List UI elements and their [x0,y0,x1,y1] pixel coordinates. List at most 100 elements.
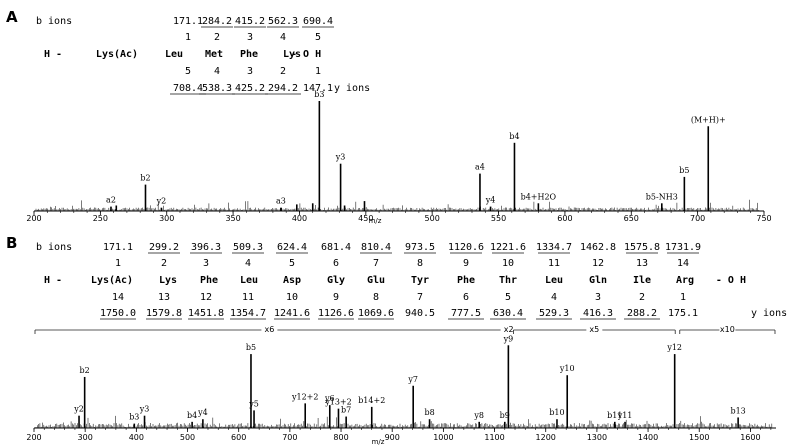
residue: Met [205,49,223,60]
b-ion-number: 2 [214,32,220,43]
residue: Leu [545,275,563,286]
peak-label: b2 [80,366,90,375]
y-ion-number: 9 [333,292,339,303]
b-ions-label: b ions [36,16,72,27]
peak-label: y3 [335,153,346,162]
residue: Phe [457,275,475,286]
residue: Phe [240,49,258,60]
peak-label: y2 [73,405,84,414]
b-ion-value: 973.5 [405,242,435,253]
b-ion-value: 690.4 [303,16,333,27]
magnification-label-bg [500,325,517,334]
baseline-noise [35,415,773,428]
y-ion-number: 3 [247,66,253,77]
y-ion-number: 4 [214,66,220,77]
sequence-suffix: - O H [291,49,321,60]
magnification-label: x5 [589,325,599,334]
x-tick-label: 1000 [433,433,453,442]
b-ion-value: 509.3 [233,242,263,253]
peak-label: a3 [276,197,286,206]
b-ion-number: 11 [548,258,560,269]
residue: Leu [165,49,183,60]
x-tick-label: 400 [292,214,307,223]
b-ion-number: 5 [315,32,321,43]
residue: Glu [367,275,385,286]
b-ion-number: 4 [280,32,286,43]
peak-label: b5 [246,343,256,352]
x-tick-label: 800 [333,433,348,442]
x-tick-label: 300 [78,433,93,442]
y-ion-number: 8 [373,292,379,303]
peak-label: b10 [549,408,564,417]
peak-label: b3 [129,413,139,422]
x-tick-label: 300 [159,214,174,223]
peak-label: y10 [559,364,575,373]
b-ion-value: 171.1 [103,242,133,253]
peak-label: b5-NH3 [646,192,678,201]
sequence-prefix: H - [44,49,62,60]
peak-label: y7 [407,375,418,384]
x-tick-label: 1600 [740,433,760,442]
x-tick-label: 600 [557,214,572,223]
peak-label: b9 [500,411,510,420]
peak-label: y5 [248,399,259,408]
peak-label: a2 [106,196,116,205]
residue: Tyr [411,275,429,286]
peak-label: y11 [617,411,633,420]
peak-label: y9 [503,334,514,343]
y-ion-value: 1451.8 [188,308,224,319]
magnification-label: x10 [720,325,735,334]
b-ion-value: 624.4 [277,242,307,253]
peak-label: y6 [324,394,335,403]
x-tick-label: 250 [93,214,108,223]
residue: Phe [200,275,218,286]
residue: Arg [676,275,694,286]
x-tick-label: 1300 [587,433,607,442]
y-ion-number: 13 [158,292,170,303]
x-tick-label: 650 [624,214,639,223]
y-ion-number: 2 [639,292,645,303]
magnification-label-bg [586,325,603,334]
peak-label: b5 [679,166,689,175]
peak-label: b4 [187,411,197,420]
magnification-label: x2 [504,325,514,334]
peak-label: y12 [666,343,682,352]
y-ions-label: y ions [751,308,787,319]
magnification-label-bg [261,325,278,334]
b-ion-value: 1575.8 [624,242,660,253]
y-ion-number: 5 [185,66,191,77]
y-ion-number: 11 [242,292,254,303]
b-ion-number: 13 [636,258,648,269]
residue: Lys [283,49,301,60]
panel-label: B [6,234,17,252]
y-ion-number: 5 [505,292,511,303]
b-ion-number: 8 [417,258,423,269]
b-ion-value: 299.2 [149,242,179,253]
b-ion-number: 9 [463,258,469,269]
b-ion-value: 1334.7 [536,242,572,253]
x-tick-label: 700 [690,214,705,223]
b-ion-number: 14 [677,258,689,269]
residue: Lys [159,275,177,286]
y-ion-value: 1750.0 [100,308,136,319]
y-ion-value: 416.3 [583,308,613,319]
peak-label: y8 [473,411,484,420]
residue: Gln [589,275,607,286]
y-ion-value: 1241.6 [274,308,310,319]
x-axis-label: m/z [369,217,382,225]
b-ion-number: 3 [247,32,253,43]
y-ion-value: 1579.8 [146,308,182,319]
y-ion-value: 708.4 [173,83,203,94]
b-ion-number: 3 [203,258,209,269]
y-ion-value: 1069.6 [358,308,394,319]
b-ion-number: 5 [289,258,295,269]
panel-label: A [6,8,18,26]
x-tick-label: 700 [282,433,297,442]
b-ion-number: 12 [592,258,604,269]
peak-label: b4+H2O [521,192,557,201]
b-ion-value: 1120.6 [448,242,484,253]
x-tick-label: 500 [180,433,195,442]
peak-label: y2 [156,197,167,206]
y-ion-number: 7 [417,292,423,303]
b-ion-number: 10 [502,258,514,269]
